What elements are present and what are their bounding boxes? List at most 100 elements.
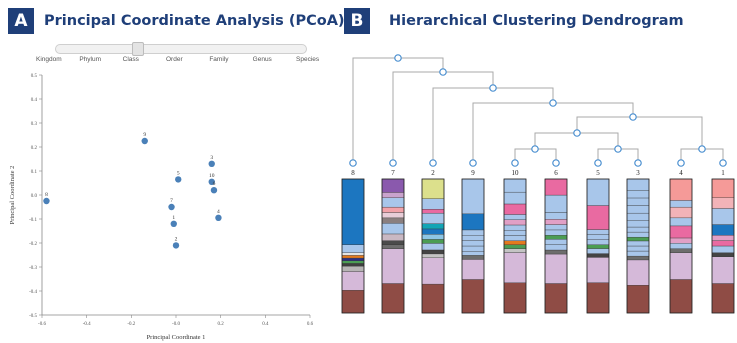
taxon-segment[interactable] xyxy=(626,236,650,242)
taxon-segment[interactable] xyxy=(669,200,693,208)
taxon-segment[interactable] xyxy=(544,253,568,284)
taxon-segment[interactable] xyxy=(503,214,527,220)
taxon-segment[interactable] xyxy=(341,271,365,291)
leaf-node-1[interactable] xyxy=(719,159,727,167)
taxon-segment[interactable] xyxy=(669,243,693,249)
leaf-node-5[interactable] xyxy=(594,159,602,167)
taxon-segment[interactable] xyxy=(626,220,650,228)
taxon-segment[interactable] xyxy=(586,244,610,249)
taxon-segment[interactable] xyxy=(711,224,735,236)
taxon-segment[interactable] xyxy=(381,233,405,241)
taxon-segment[interactable] xyxy=(711,252,735,257)
taxon-segment[interactable] xyxy=(461,259,485,280)
taxon-segment[interactable] xyxy=(669,225,693,239)
taxon-segment[interactable] xyxy=(544,235,568,240)
slider-thumb[interactable] xyxy=(132,42,144,56)
taxon-segment[interactable] xyxy=(544,229,568,236)
taxon-segment[interactable] xyxy=(503,282,527,314)
leaf-node-10[interactable] xyxy=(511,159,519,167)
rank-label-genus[interactable]: Genus xyxy=(252,56,272,63)
taxon-segment[interactable] xyxy=(461,213,485,231)
taxon-segment[interactable] xyxy=(503,224,527,231)
sample-point-5[interactable] xyxy=(175,176,182,183)
taxon-segment[interactable] xyxy=(381,178,405,193)
taxon-segment[interactable] xyxy=(381,212,405,219)
leaf-node-7[interactable] xyxy=(389,159,397,167)
taxon-segment[interactable] xyxy=(711,245,735,253)
taxon-segment[interactable] xyxy=(341,260,365,264)
cluster-node[interactable] xyxy=(394,54,402,62)
taxon-segment[interactable] xyxy=(711,208,735,225)
taxon-segment[interactable] xyxy=(711,235,735,241)
taxon-segment[interactable] xyxy=(544,194,568,213)
sample-point-9[interactable] xyxy=(141,137,148,145)
taxon-segment[interactable] xyxy=(586,253,610,258)
taxon-segment[interactable] xyxy=(461,245,485,252)
taxon-segment[interactable] xyxy=(669,252,693,280)
taxon-segment[interactable] xyxy=(503,191,527,205)
taxon-segment[interactable] xyxy=(461,279,485,314)
taxon-segment[interactable] xyxy=(381,206,405,213)
taxon-segment[interactable] xyxy=(626,205,650,214)
taxon-segment[interactable] xyxy=(544,239,568,245)
taxon-segment[interactable] xyxy=(461,255,485,260)
taxon-segment[interactable] xyxy=(626,190,650,199)
taxon-segment[interactable] xyxy=(381,197,405,208)
taxon-segment[interactable] xyxy=(503,178,527,193)
taxon-segment[interactable] xyxy=(381,223,405,235)
taxon-segment[interactable] xyxy=(626,285,650,314)
taxon-segment[interactable] xyxy=(381,192,405,198)
taxon-segment[interactable] xyxy=(626,231,650,238)
taxon-segment[interactable] xyxy=(503,219,527,226)
taxon-segment[interactable] xyxy=(503,244,527,249)
cluster-node[interactable] xyxy=(573,129,581,137)
taxon-segment[interactable] xyxy=(421,239,445,244)
taxon-segment[interactable] xyxy=(669,248,693,253)
taxon-segment[interactable] xyxy=(586,257,610,283)
sample-point-7[interactable] xyxy=(168,203,175,211)
taxon-segment[interactable] xyxy=(544,249,568,255)
sample-point-6[interactable] xyxy=(210,187,218,194)
taxon-segment[interactable] xyxy=(586,239,610,245)
sample-point-3[interactable] xyxy=(208,160,215,167)
taxon-segment[interactable] xyxy=(341,244,365,253)
taxon-segment[interactable] xyxy=(626,212,650,221)
taxon-segment[interactable] xyxy=(421,178,445,199)
cluster-node[interactable] xyxy=(629,113,637,121)
sample-point-1[interactable] xyxy=(170,220,177,227)
taxon-segment[interactable] xyxy=(381,240,405,245)
taxon-segment[interactable] xyxy=(626,240,650,247)
taxon-segment[interactable] xyxy=(626,245,650,252)
taxon-segment[interactable] xyxy=(586,234,610,240)
taxon-segment[interactable] xyxy=(381,217,405,224)
taxon-segment[interactable] xyxy=(461,251,485,256)
taxon-segment[interactable] xyxy=(503,240,527,245)
leaf-node-6[interactable] xyxy=(552,159,560,167)
taxon-segment[interactable] xyxy=(544,244,568,251)
taxon-segment[interactable] xyxy=(421,283,445,314)
taxon-segment[interactable] xyxy=(586,282,610,314)
taxon-segment[interactable] xyxy=(544,283,568,314)
cluster-node[interactable] xyxy=(531,145,539,153)
taxon-segment[interactable] xyxy=(669,178,693,201)
leaf-node-2[interactable] xyxy=(429,159,437,167)
rank-label-kingdom[interactable]: Kingdom xyxy=(36,56,62,63)
taxon-segment[interactable] xyxy=(341,263,365,267)
cluster-node[interactable] xyxy=(489,84,497,92)
taxon-segment[interactable] xyxy=(669,237,693,244)
taxon-segment[interactable] xyxy=(421,243,445,251)
taxon-segment[interactable] xyxy=(503,252,527,283)
taxon-segment[interactable] xyxy=(544,219,568,225)
taxon-segment[interactable] xyxy=(341,178,365,245)
taxon-segment[interactable] xyxy=(503,203,527,215)
leaf-node-4[interactable] xyxy=(677,159,685,167)
sample-point-8[interactable] xyxy=(43,197,50,205)
taxon-segment[interactable] xyxy=(711,240,735,247)
taxon-segment[interactable] xyxy=(421,253,445,258)
taxon-segment[interactable] xyxy=(586,248,610,254)
taxon-segment[interactable] xyxy=(626,178,650,191)
taxon-segment[interactable] xyxy=(461,178,485,215)
taxon-segment[interactable] xyxy=(626,255,650,261)
taxon-segment[interactable] xyxy=(586,178,610,206)
taxonomic-rank-slider[interactable] xyxy=(55,42,307,56)
